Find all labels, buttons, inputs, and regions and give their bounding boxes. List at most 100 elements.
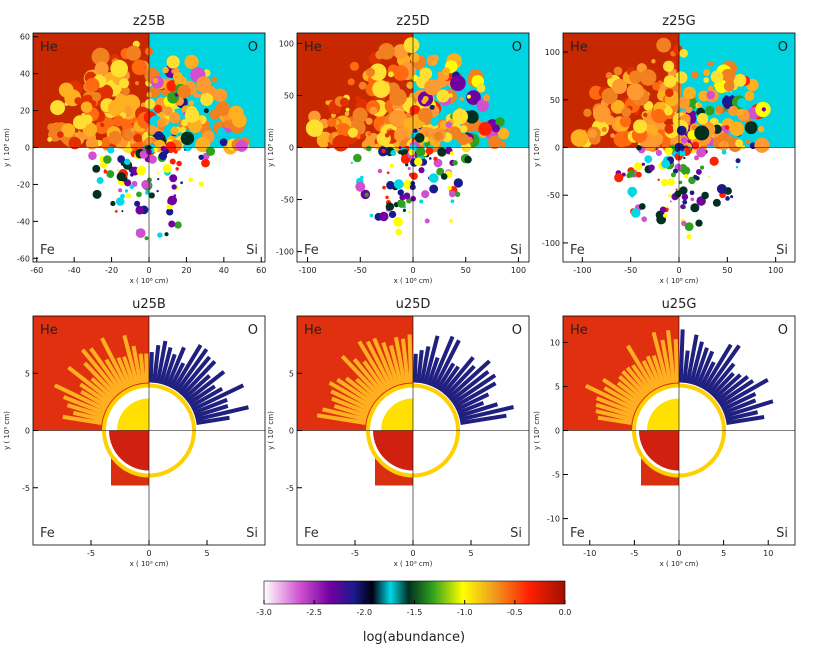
colorbar-tick-label: -3.0: [256, 608, 272, 617]
blob: [47, 137, 53, 142]
blob: [124, 189, 129, 193]
blob: [365, 117, 373, 125]
blob: [682, 199, 688, 205]
finger: [715, 375, 750, 403]
blob: [466, 90, 481, 105]
y-tick-label: -60: [17, 254, 30, 263]
panel: -5 0 5 -5 0 5 u25B x ( 10⁹ cm) y ( 10⁹ cm) He O Fe S…: [3, 297, 266, 568]
finger: [328, 381, 373, 409]
finger: [602, 377, 641, 406]
y-axis-label: y ( 10⁹ cm): [3, 411, 11, 450]
finger: [340, 354, 382, 398]
quadrant-label: Si: [246, 526, 258, 541]
blob: [80, 101, 93, 113]
blob: [424, 79, 441, 96]
blob: [170, 126, 180, 135]
finger: [155, 340, 168, 384]
blob: [180, 181, 183, 185]
blob: [725, 196, 730, 201]
blob: [167, 195, 178, 206]
finger: [72, 410, 103, 422]
panel-title: u25G: [662, 297, 697, 312]
blob: [633, 119, 648, 134]
y-tick-label: -5: [552, 471, 560, 480]
blob: [453, 178, 463, 188]
blob: [92, 189, 102, 199]
blob: [200, 92, 214, 106]
colorbar-tick-label: -0.5: [507, 608, 523, 617]
blob: [389, 88, 407, 107]
blob: [697, 102, 703, 108]
blob: [688, 176, 696, 185]
blob: [406, 81, 414, 89]
blob: [661, 159, 671, 169]
blob: [429, 184, 439, 194]
finger: [412, 353, 418, 383]
finger: [196, 415, 230, 425]
blob: [675, 71, 688, 84]
y-tick-label: 0: [25, 144, 30, 153]
blob: [103, 169, 106, 172]
blob: [730, 195, 734, 199]
blob: [735, 158, 741, 164]
blob: [464, 155, 472, 164]
finger: [429, 335, 455, 388]
finger: [159, 347, 173, 385]
blob: [662, 213, 668, 218]
blob: [377, 118, 385, 126]
blob: [174, 221, 182, 229]
blob: [162, 163, 172, 173]
finger: [381, 341, 400, 386]
finger: [595, 396, 636, 415]
blob: [169, 158, 176, 165]
finger: [172, 344, 203, 391]
blob: [106, 170, 115, 179]
blob: [177, 84, 192, 99]
finger: [352, 358, 385, 395]
blob: [364, 192, 369, 197]
finger: [595, 409, 633, 422]
blob: [648, 164, 655, 171]
blob: [382, 185, 386, 190]
blob: [146, 91, 153, 98]
y-axis-label: y ( 10⁸ cm): [267, 128, 275, 167]
blob: [393, 217, 403, 227]
simulation-image: [33, 316, 265, 486]
quadrant-label: Fe: [304, 526, 319, 541]
blob: [369, 213, 374, 218]
blob: [148, 192, 155, 199]
blob: [721, 149, 727, 155]
x-tick-label: -100: [573, 266, 591, 275]
quadrant-label: He: [304, 40, 322, 55]
x-axis-label: x ( 10⁸ cm): [660, 277, 699, 285]
blob: [108, 99, 126, 117]
finger: [355, 377, 379, 400]
finger: [695, 350, 715, 388]
blob: [95, 120, 109, 135]
blob: [442, 67, 451, 76]
x-axis-label: x ( 10⁸ cm): [130, 277, 169, 285]
blob: [448, 93, 453, 98]
finger: [316, 413, 366, 425]
blob: [421, 98, 427, 105]
blob: [181, 119, 189, 127]
blob: [663, 75, 677, 88]
core: [109, 430, 149, 471]
blob: [179, 126, 186, 133]
blob: [152, 77, 159, 84]
finger: [62, 414, 102, 425]
blob: [353, 153, 362, 163]
blob: [659, 206, 667, 213]
blob: [148, 154, 157, 164]
x-tick-label: -40: [68, 266, 81, 275]
x-tick-label: -50: [354, 266, 367, 275]
blob: [414, 157, 423, 167]
blob: [661, 179, 669, 187]
blob: [677, 150, 684, 157]
blob: [652, 108, 666, 123]
blob: [98, 84, 114, 100]
blob: [402, 208, 406, 213]
blob: [110, 200, 116, 207]
finger: [597, 415, 632, 425]
finger: [719, 378, 769, 409]
